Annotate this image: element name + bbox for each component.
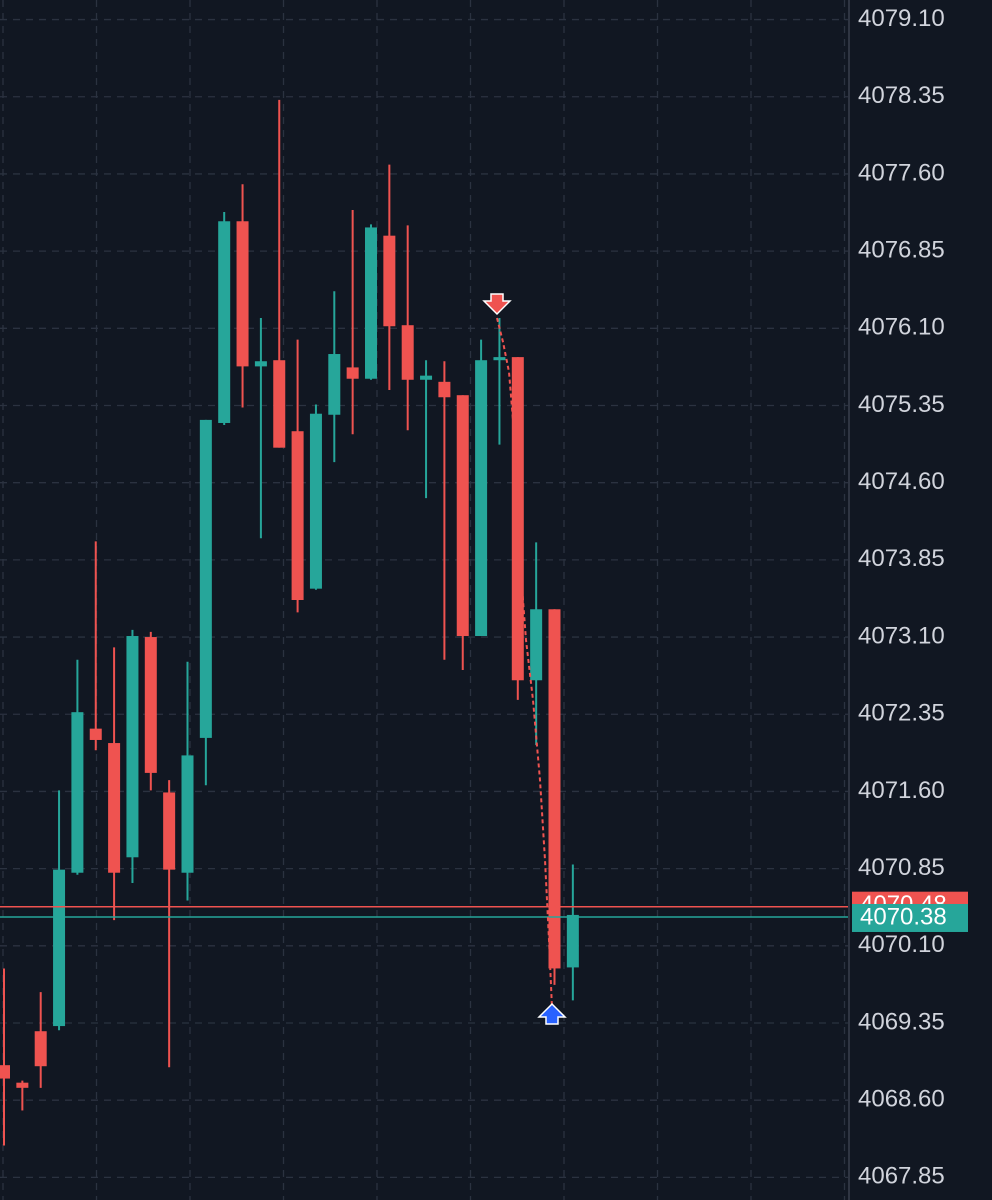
candle-body	[438, 381, 451, 398]
y-tick-label: 4079.10	[858, 5, 945, 32]
candle-body	[71, 712, 84, 873]
candle-body	[126, 636, 139, 858]
candle-body	[420, 375, 433, 380]
candle-body	[108, 743, 121, 873]
candle-body	[236, 221, 249, 367]
candle-body	[346, 367, 359, 379]
y-tick-label: 4073.85	[858, 545, 945, 572]
candle-body	[34, 1031, 47, 1067]
candle-body	[511, 357, 524, 681]
y-tick-label: 4070.85	[858, 854, 945, 881]
candle-body	[89, 728, 102, 740]
y-tick-label: 4067.85	[858, 1163, 945, 1190]
candle-body	[0, 1065, 10, 1079]
candle-body	[365, 227, 377, 379]
candle-body	[218, 221, 231, 423]
candle-body	[163, 792, 176, 870]
candle-body	[16, 1082, 29, 1088]
candle-body	[291, 431, 304, 600]
price-axis-labels: 4079.10 4078.35 4077.60 4076.85 4076.10 4075.…	[852, 5, 968, 1190]
candle-body	[475, 360, 488, 637]
y-tick-label: 4077.60	[858, 159, 945, 186]
y-tick-label: 4073.10	[858, 622, 945, 649]
price-lines	[0, 905, 848, 918]
candle-body	[566, 914, 579, 968]
y-tick-label: 4075.35	[858, 391, 945, 418]
candle-body	[328, 354, 341, 415]
candle-body	[383, 235, 396, 327]
y-tick-label: 4078.35	[858, 82, 945, 109]
candle-body	[254, 361, 267, 367]
candle-body	[548, 609, 561, 969]
price-axis	[849, 0, 992, 1200]
candle-body	[530, 609, 543, 681]
candle-body	[53, 869, 66, 1027]
y-tick-label: 4076.85	[858, 236, 945, 263]
sell-marker	[482, 293, 512, 316]
y-tick-label: 4071.60	[858, 777, 945, 804]
buy-marker	[537, 1002, 567, 1025]
y-tick-label: 4076.10	[858, 314, 945, 341]
candle-body	[144, 637, 157, 773]
candle-body	[456, 395, 469, 637]
candle-body	[199, 419, 212, 738]
candle-body	[181, 755, 194, 873]
y-tick-label: 4068.60	[858, 1086, 945, 1113]
last-price-box	[852, 903, 968, 932]
candle-body	[401, 325, 414, 380]
trade-link	[496, 317, 553, 1009]
candle-body	[493, 357, 506, 361]
y-tick-label: 4070.10	[858, 931, 945, 958]
horizontal-grid	[0, 18, 848, 1179]
y-tick-label: 4074.60	[858, 468, 945, 495]
candle-body	[273, 360, 286, 448]
last-price-label: 4070.38	[860, 903, 947, 930]
y-tick-label: 4072.35	[858, 700, 945, 727]
candles	[0, 99, 579, 1146]
y-tick-label: 4069.35	[858, 1008, 945, 1035]
candle-body	[309, 413, 322, 589]
